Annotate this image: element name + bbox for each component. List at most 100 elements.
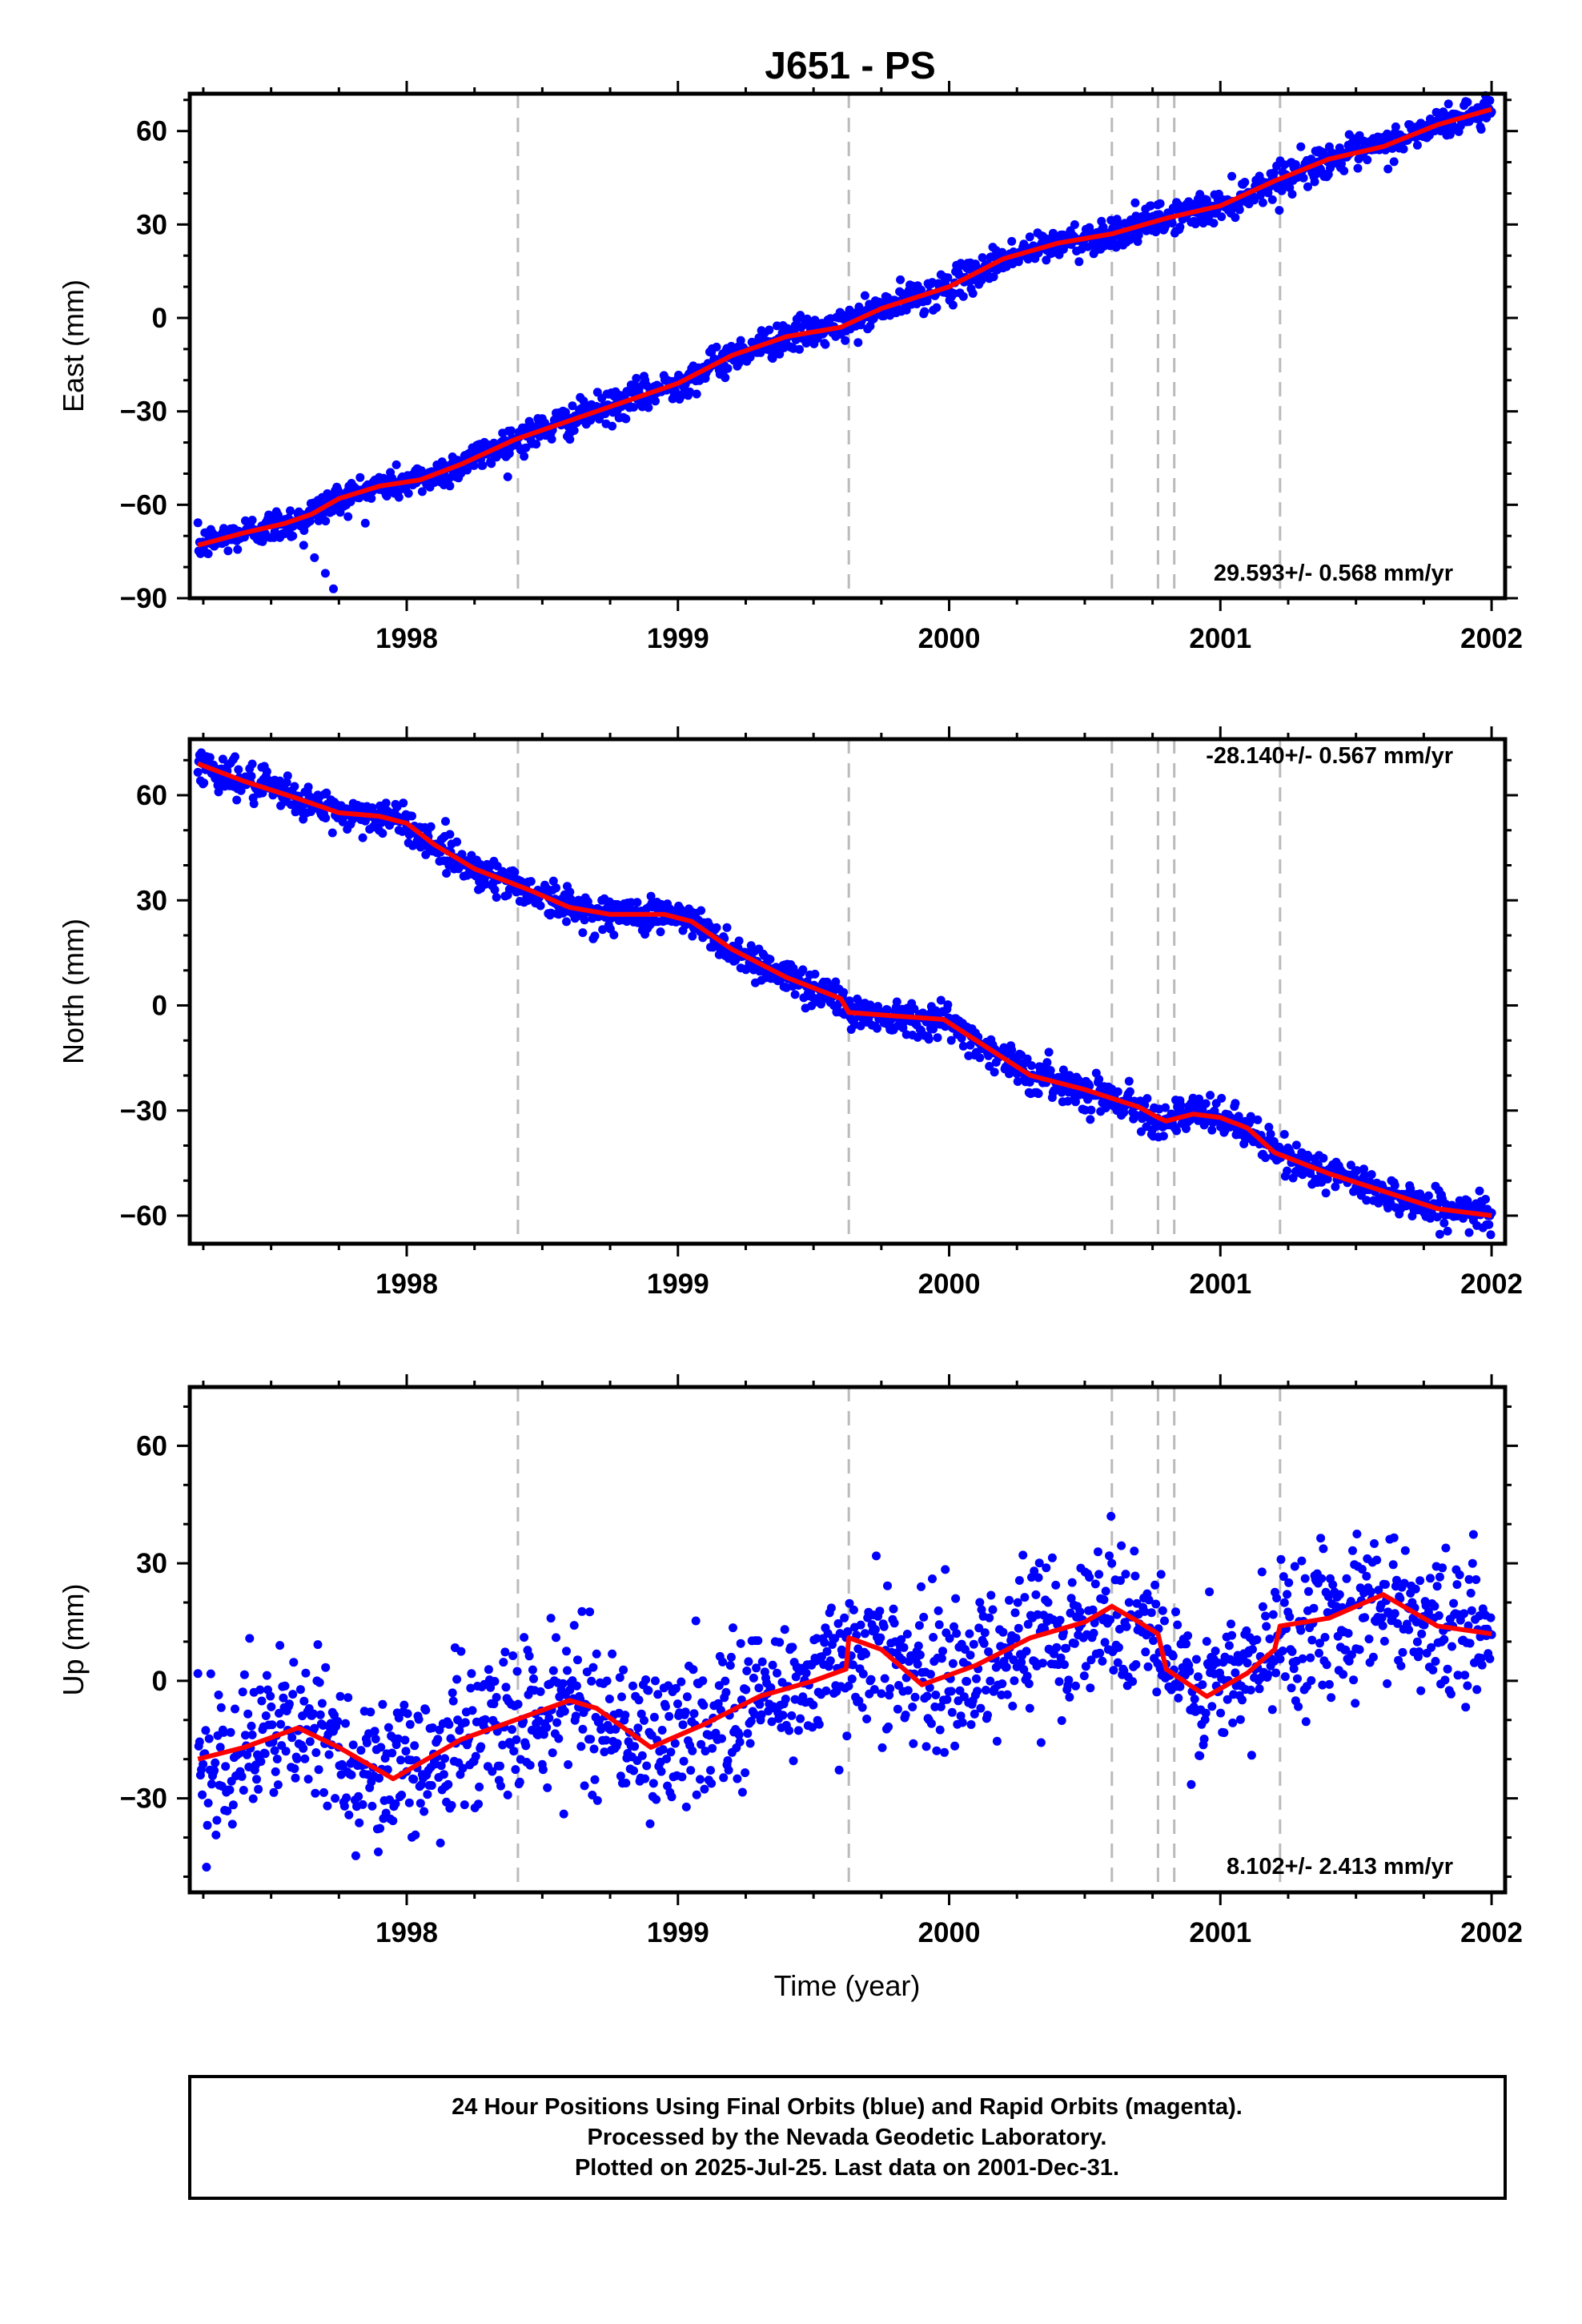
data-point bbox=[1044, 1047, 1054, 1057]
data-point bbox=[975, 1053, 985, 1063]
y-tick-label: −90 bbox=[120, 583, 167, 614]
data-point bbox=[226, 1727, 235, 1737]
data-point bbox=[444, 474, 454, 483]
data-point bbox=[708, 1743, 717, 1753]
data-point bbox=[321, 517, 331, 526]
data-point bbox=[628, 1681, 637, 1691]
data-point bbox=[913, 1032, 922, 1042]
data-point bbox=[554, 1734, 564, 1743]
data-point bbox=[416, 1799, 425, 1808]
data-point bbox=[560, 1707, 569, 1716]
data-point bbox=[281, 1747, 291, 1756]
data-point bbox=[366, 1707, 375, 1717]
data-point bbox=[688, 931, 697, 941]
data-point bbox=[193, 1669, 203, 1679]
data-point bbox=[532, 440, 541, 449]
data-point bbox=[578, 1724, 588, 1734]
data-point bbox=[1280, 1672, 1290, 1682]
data-point bbox=[210, 1766, 219, 1775]
data-point bbox=[414, 1715, 424, 1724]
data-point bbox=[1143, 1662, 1153, 1671]
data-point bbox=[1440, 1675, 1450, 1685]
data-point bbox=[673, 1699, 682, 1709]
data-point bbox=[632, 898, 642, 907]
data-point bbox=[665, 1711, 674, 1721]
data-point bbox=[632, 373, 641, 383]
data-point bbox=[1211, 1647, 1220, 1656]
data-point bbox=[726, 1652, 736, 1662]
data-point bbox=[558, 1679, 568, 1688]
data-point bbox=[926, 1719, 936, 1728]
data-point bbox=[404, 489, 413, 498]
data-point bbox=[508, 1651, 518, 1660]
data-point bbox=[474, 1799, 483, 1809]
data-point bbox=[1284, 1578, 1294, 1587]
data-point bbox=[609, 931, 619, 939]
data-point bbox=[560, 408, 570, 417]
data-point bbox=[1275, 206, 1284, 215]
y-tick-label: −30 bbox=[120, 1096, 167, 1127]
data-point bbox=[1290, 1562, 1299, 1571]
data-point bbox=[201, 1726, 211, 1735]
data-point bbox=[347, 1770, 356, 1779]
data-point bbox=[922, 1691, 932, 1701]
data-point bbox=[381, 798, 391, 808]
data-point bbox=[1315, 1648, 1323, 1658]
data-point bbox=[1155, 199, 1165, 208]
data-point bbox=[311, 1748, 321, 1757]
data-point bbox=[456, 1647, 466, 1656]
data-point bbox=[926, 1670, 935, 1679]
data-point bbox=[589, 1744, 599, 1754]
data-point bbox=[858, 1669, 868, 1679]
data-point bbox=[919, 1612, 929, 1622]
data-point bbox=[1477, 1660, 1487, 1670]
data-point bbox=[1291, 1140, 1301, 1150]
y-tick-label: 60 bbox=[136, 1430, 167, 1462]
data-point bbox=[258, 788, 267, 798]
data-point bbox=[1176, 1100, 1186, 1110]
data-point bbox=[1303, 182, 1312, 191]
data-point bbox=[1415, 1647, 1423, 1656]
data-point bbox=[699, 1700, 709, 1710]
data-point bbox=[1063, 1096, 1073, 1106]
data-point bbox=[1002, 1690, 1012, 1699]
data-point bbox=[889, 1618, 899, 1628]
data-point bbox=[291, 1773, 300, 1783]
data-point bbox=[696, 1775, 705, 1784]
data-point bbox=[723, 364, 733, 373]
data-point bbox=[1360, 1613, 1370, 1622]
data-point bbox=[1381, 1580, 1390, 1589]
data-point bbox=[542, 1723, 552, 1732]
data-point bbox=[604, 1695, 614, 1703]
y-tick-label: 30 bbox=[136, 1548, 167, 1579]
data-point bbox=[975, 1598, 985, 1607]
x-axis-label: Time (year) bbox=[774, 1969, 921, 2002]
data-point bbox=[1117, 1541, 1126, 1550]
data-point bbox=[899, 1642, 909, 1652]
data-point bbox=[943, 1000, 953, 1010]
data-point bbox=[266, 1691, 275, 1701]
data-point bbox=[1392, 1575, 1401, 1585]
data-point bbox=[1109, 1666, 1118, 1675]
data-point bbox=[1231, 1099, 1240, 1108]
data-point bbox=[1217, 212, 1227, 222]
data-point bbox=[753, 1636, 763, 1646]
data-point bbox=[288, 1690, 298, 1699]
data-point bbox=[195, 1737, 204, 1747]
data-point bbox=[1007, 1045, 1017, 1055]
data-point bbox=[733, 1774, 742, 1783]
data-point bbox=[276, 1719, 286, 1729]
data-point bbox=[1283, 1166, 1292, 1176]
data-point bbox=[1246, 1685, 1255, 1695]
chart-title: J651 - PS bbox=[765, 45, 935, 87]
data-point bbox=[896, 275, 905, 284]
data-point bbox=[231, 1704, 239, 1714]
data-point bbox=[1349, 1675, 1359, 1685]
data-point bbox=[834, 1765, 844, 1775]
data-point bbox=[938, 1647, 947, 1656]
data-point bbox=[267, 1720, 277, 1730]
data-point bbox=[247, 1730, 257, 1739]
data-point bbox=[983, 1711, 992, 1720]
data-point bbox=[423, 1790, 432, 1799]
x-tick-label: 1998 bbox=[375, 1269, 438, 1300]
